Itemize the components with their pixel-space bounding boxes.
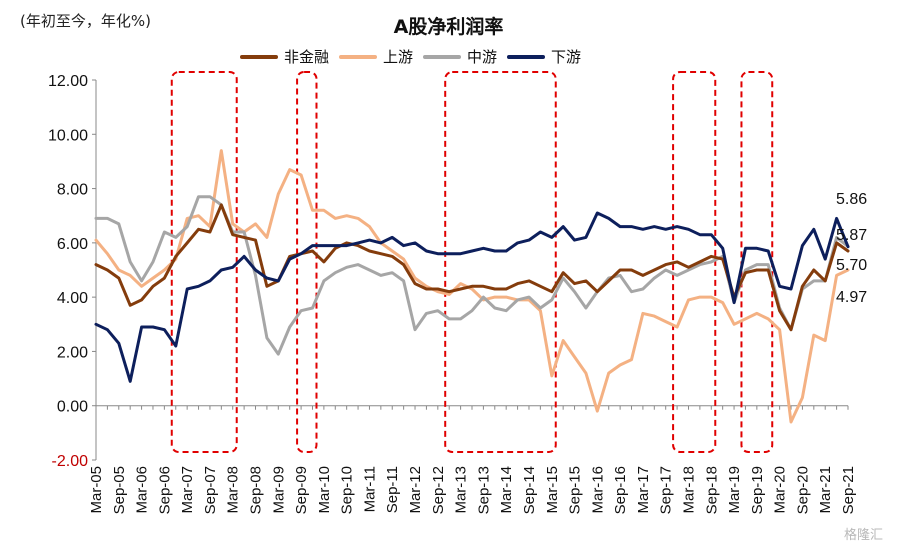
x-tick-label: Mar-17: [635, 466, 652, 514]
series-line-2: [94, 195, 850, 356]
x-tick-label: Mar-15: [544, 466, 561, 514]
x-tick-label: Sep-08: [248, 466, 265, 514]
legend-item-upstream: 上游: [339, 46, 413, 67]
legend-item-downstream: 下游: [507, 46, 581, 67]
x-tick-label: Sep-13: [475, 466, 492, 514]
x-tick-label: Mar-12: [407, 466, 424, 514]
x-tick-label: Sep-09: [293, 466, 310, 514]
y-tick-label: 2.00: [57, 344, 88, 361]
x-tick-label: Mar-18: [680, 466, 697, 514]
chart-title: A股净利润率: [393, 16, 504, 38]
x-tick-label: Sep-20: [794, 466, 811, 514]
y-tick-label: 10.00: [48, 127, 88, 144]
x-tick-label: Sep-06: [156, 466, 173, 514]
x-tick-label: Sep-14: [521, 466, 538, 514]
legend-item-midstream: 中游: [423, 46, 497, 67]
x-tick-label: Sep-21: [840, 466, 857, 514]
watermark: 格隆汇: [843, 528, 883, 543]
y-tick-label: 12.00: [48, 73, 88, 90]
x-tick-label: Mar-14: [498, 466, 515, 514]
x-tick-label: Mar-05: [88, 466, 105, 514]
x-tick-label: Sep-05: [111, 466, 128, 514]
legend: 非金融 上游 中游 下游: [240, 46, 591, 67]
x-tick-label: Sep-10: [339, 466, 356, 514]
legend-swatch: [423, 54, 462, 59]
legend-label: 非金融: [284, 48, 330, 66]
legend-item-nonfinancial: 非金融: [240, 46, 329, 67]
series-line-3: [94, 211, 850, 383]
x-tick-label: Sep-16: [612, 466, 629, 514]
end-value-label: 5.86: [836, 191, 867, 208]
x-tick-label: Mar-16: [589, 466, 606, 514]
y-tick-label: -2.00: [52, 453, 89, 470]
legend-swatch: [240, 54, 278, 59]
x-tick-label: Sep-15: [567, 466, 584, 514]
series-line-1: [94, 149, 850, 424]
x-tick-label: Mar-20: [772, 466, 789, 514]
x-tick-label: Sep-17: [658, 466, 675, 514]
series-line-0: [94, 203, 850, 332]
x-tick-label: Sep-07: [202, 466, 219, 514]
highlight-period-box: [296, 71, 318, 453]
highlight-period-box: [170, 71, 238, 453]
x-tick-label: Mar-11: [361, 466, 378, 512]
x-tick-label: Mar-19: [726, 466, 743, 514]
legend-label: 中游: [467, 48, 498, 66]
legend-label: 上游: [383, 48, 414, 66]
x-tick-label: Mar-08: [225, 466, 242, 514]
legend-swatch: [507, 54, 546, 59]
end-value-label: 5.70: [836, 257, 867, 274]
x-tick-label: Mar-06: [134, 466, 151, 514]
highlight-period-box: [672, 71, 717, 453]
unit-label: (年初至今，年化%): [20, 12, 151, 30]
x-tick-label: Sep-19: [749, 466, 766, 514]
x-tick-label: Mar-09: [270, 466, 287, 514]
end-value-label: 4.97: [836, 289, 867, 306]
y-tick-label: 8.00: [57, 182, 88, 199]
x-tick-label: Sep-18: [703, 466, 720, 514]
highlight-period-box: [444, 71, 557, 453]
y-tick-label: 4.00: [57, 290, 88, 307]
x-tick-label: Mar-13: [453, 466, 470, 514]
x-tick-label: Sep-11: [384, 466, 401, 513]
legend-swatch: [339, 54, 378, 59]
legend-label: 下游: [551, 48, 582, 66]
highlight-period-box: [740, 71, 774, 453]
end-value-label: 5.87: [836, 227, 867, 244]
x-tick-label: Sep-12: [430, 466, 447, 514]
x-tick-label: Mar-07: [179, 466, 196, 514]
x-tick-label: Mar-21: [817, 466, 834, 514]
y-tick-label: 6.00: [57, 236, 88, 253]
y-tick-label: 0.00: [57, 399, 88, 416]
x-tick-label: Mar-10: [316, 466, 333, 514]
